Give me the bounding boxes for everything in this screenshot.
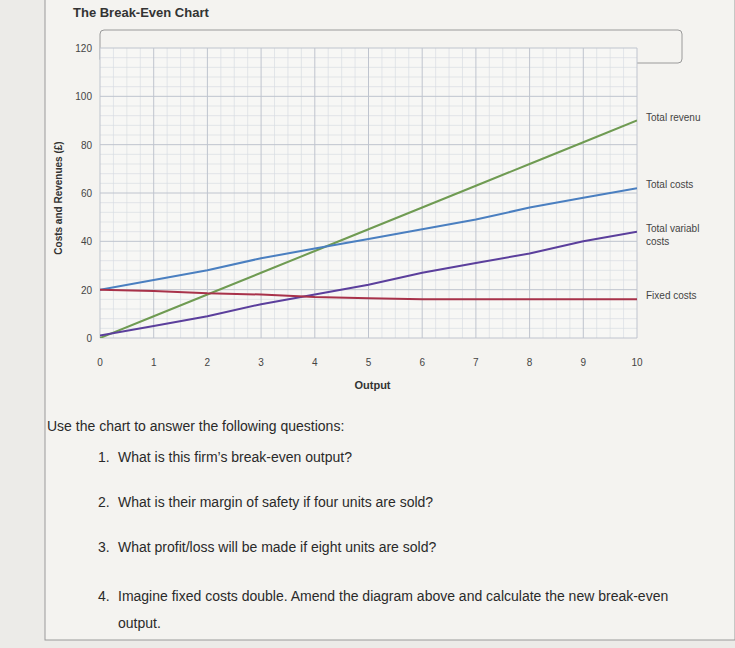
- question-number: 4.: [98, 583, 110, 610]
- x-tick-label: 0: [97, 357, 103, 368]
- series-label: Fixed costs: [646, 290, 697, 301]
- page: The Break-Even Chart01234567891002040608…: [0, 0, 735, 648]
- series-line: [100, 121, 637, 339]
- x-tick-label: 1: [151, 357, 157, 368]
- plot-area: [100, 48, 637, 338]
- y-tick-label: 80: [81, 140, 93, 151]
- instruction: Use the chart to answer the following qu…: [47, 413, 344, 440]
- series-line: [100, 290, 637, 300]
- x-tick-label: 8: [527, 357, 533, 368]
- x-tick-label: 4: [312, 357, 318, 368]
- x-tick-label: 10: [631, 357, 643, 368]
- series-line: [100, 188, 637, 290]
- x-tick-label: 7: [473, 357, 479, 368]
- y-grid-line: [100, 193, 637, 194]
- question-text: What is this firm’s break-even output?: [118, 444, 708, 471]
- question-text: What profit/loss will be made if eight u…: [118, 534, 708, 561]
- y-grid-line: [100, 338, 637, 339]
- y-grid-line: [100, 96, 637, 97]
- question-number: 2.: [98, 489, 110, 516]
- x-axis-label: Output: [354, 379, 390, 391]
- x-tick-label: 6: [419, 357, 425, 368]
- y-tick-label: 120: [75, 43, 92, 54]
- y-tick-label: 20: [81, 285, 93, 296]
- y-tick-label: 100: [75, 91, 92, 102]
- series-label: Total costs: [646, 179, 693, 190]
- question-number: 3.: [98, 534, 110, 561]
- y-tick-label: 0: [86, 333, 92, 344]
- series-label: Total variablcosts: [646, 223, 699, 247]
- series-group: [100, 121, 637, 339]
- y-grid-line: [100, 144, 637, 145]
- y-tick-label: 40: [81, 236, 93, 247]
- series-label: Total revenu: [646, 112, 700, 123]
- question-number: 1.: [98, 444, 110, 471]
- y-axis-label: Costs and Revenues (£): [53, 141, 64, 254]
- sheet-frame: [45, 0, 735, 640]
- x-tick-label: 9: [581, 357, 587, 368]
- y-grid-line: [100, 241, 637, 242]
- x-tick-label: 2: [205, 357, 211, 368]
- y-grid-line: [100, 289, 637, 290]
- x-tick-label: 5: [366, 357, 372, 368]
- y-tick-label: 60: [81, 188, 93, 199]
- question-text: Imagine fixed costs double. Amend the di…: [118, 583, 708, 637]
- chart-title: The Break-Even Chart: [73, 5, 209, 20]
- question-text: What is their margin of safety if four u…: [118, 489, 708, 516]
- y-grid-line: [100, 48, 637, 49]
- grid: [100, 48, 637, 338]
- series-line: [100, 232, 637, 336]
- x-tick-label: 3: [258, 357, 264, 368]
